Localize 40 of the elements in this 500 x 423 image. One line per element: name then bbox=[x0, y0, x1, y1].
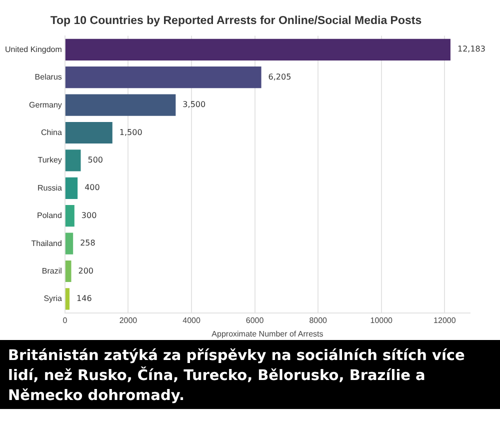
bar bbox=[65, 232, 74, 254]
x-tick-label: 6000 bbox=[246, 316, 264, 325]
bar bbox=[65, 94, 176, 116]
x-tick-label: 10000 bbox=[370, 316, 394, 325]
text: Británistán zatýká za příspěvky na sociálních sítích více lidí, než Rusko, Čína, Turecko, Bělorusko, Brazílie a Německo dohromady. bbox=[0, 340, 500, 409]
bar bbox=[65, 150, 81, 172]
bar bbox=[65, 38, 450, 60]
y-tick-label: Poland bbox=[37, 211, 62, 220]
x-tick-label: 2000 bbox=[119, 316, 138, 325]
y-tick-label: Russia bbox=[37, 183, 62, 192]
data-label: 400 bbox=[84, 183, 100, 192]
y-tick-label: China bbox=[41, 128, 62, 137]
data-label: 500 bbox=[88, 156, 104, 165]
x-tick-label: 0 bbox=[62, 316, 68, 325]
y-tick-label: Belarus bbox=[34, 72, 62, 82]
data-label: 146 bbox=[76, 294, 92, 304]
bar bbox=[65, 177, 78, 199]
data-label: 258 bbox=[80, 238, 96, 248]
y-tick-label: Brazil bbox=[42, 266, 62, 276]
x-tick-label: 12000 bbox=[434, 316, 456, 325]
bar bbox=[65, 260, 72, 282]
x-tick-label: 8000 bbox=[309, 316, 328, 325]
data-label: 300 bbox=[81, 210, 97, 220]
x-axis-title: Approximate Number of Arrests bbox=[212, 329, 324, 338]
data-label: 6,205 bbox=[268, 72, 292, 82]
y-tick-label: Germany bbox=[29, 100, 62, 110]
x-tick-label: 4000 bbox=[182, 316, 201, 325]
chart-title: Top 10 Countries by Reported Arrests for Online/Social Media Posts bbox=[50, 15, 422, 28]
data-label: 1,500 bbox=[119, 128, 142, 137]
data-label: 12,183 bbox=[457, 44, 486, 54]
y-tick-label: Thailand bbox=[31, 238, 62, 248]
y-tick-label: Turkey bbox=[38, 156, 62, 165]
bar bbox=[65, 288, 70, 310]
data-label: 200 bbox=[78, 266, 94, 276]
bar bbox=[65, 66, 262, 88]
y-tick-label: United Kingdom bbox=[5, 44, 62, 54]
data-label: 3,500 bbox=[182, 100, 206, 110]
y-tick-label: Syria bbox=[44, 294, 62, 304]
bar bbox=[65, 122, 112, 144]
bar bbox=[65, 205, 74, 227]
